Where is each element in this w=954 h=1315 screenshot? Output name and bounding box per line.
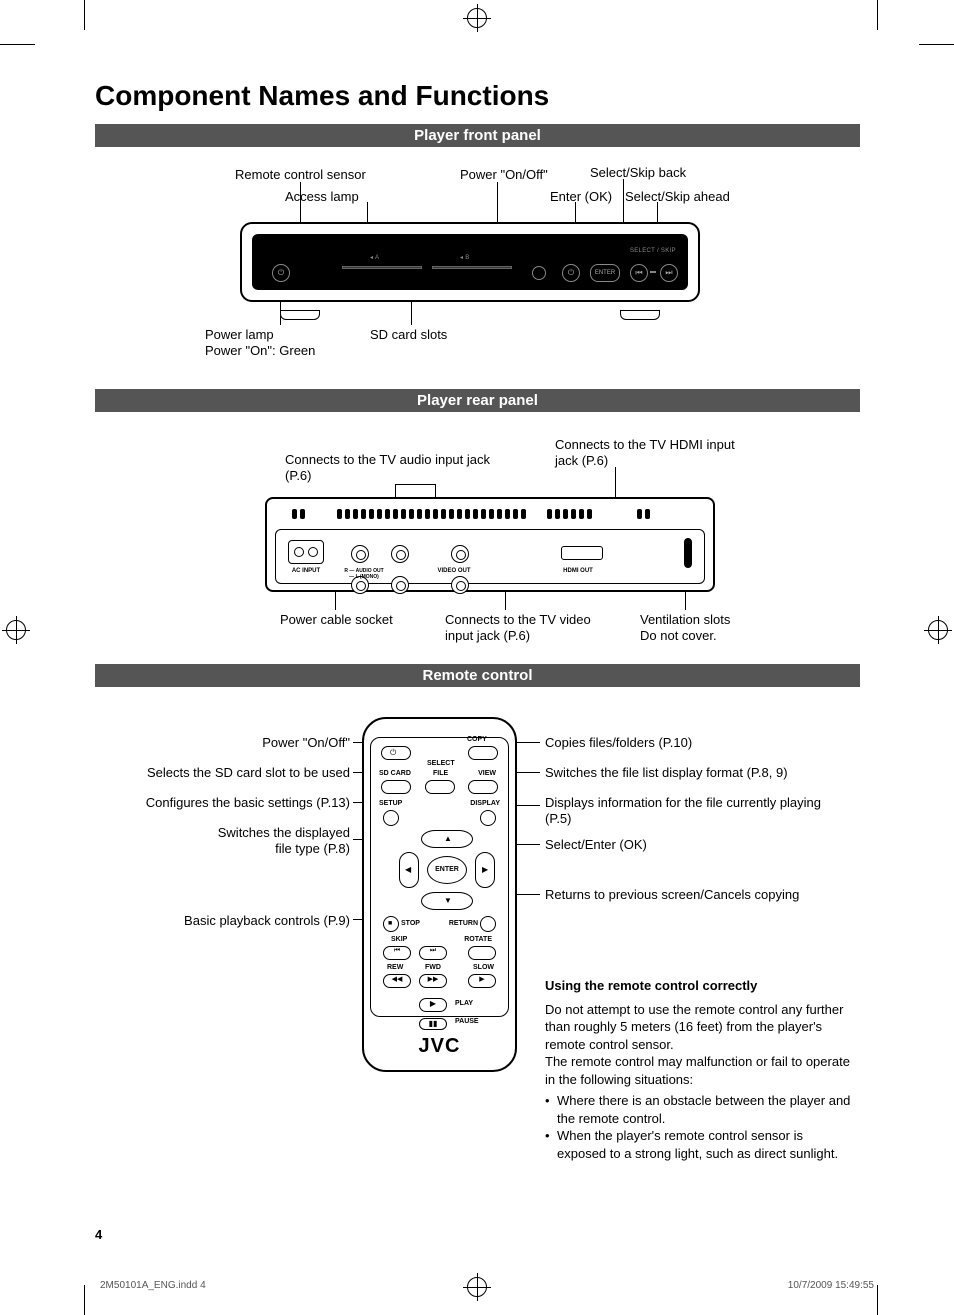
- remote-file-btn: [425, 780, 455, 794]
- remote-pause: ▮▮: [419, 1018, 447, 1030]
- label-remote-filetype: Switches the displayed file type (P.8): [100, 825, 350, 858]
- remote-sdcard-btn: [381, 780, 411, 794]
- page-title: Component Names and Functions: [95, 80, 860, 112]
- remote-fwd: ▶▶: [419, 974, 447, 988]
- registration-mark: [467, 8, 487, 28]
- remote-brand: JVC: [364, 1035, 515, 1058]
- label-audio-jack: Connects to the TV audio input jack (P.6…: [285, 452, 515, 485]
- notes-bullet-2: When the player's remote control sensor …: [545, 1127, 855, 1162]
- registration-mark: [928, 620, 948, 640]
- label-ventilation: Ventilation slots Do not cover.: [640, 612, 770, 645]
- front-power-lamp: ⏻: [272, 264, 290, 282]
- notes-p1: Do not attempt to use the remote control…: [545, 1001, 855, 1054]
- hdmi-port: [561, 546, 603, 560]
- label-remote-setup: Configures the basic settings (P.13): [100, 795, 350, 811]
- label-select-back: Select/Skip back: [590, 165, 686, 181]
- remote-enter-btn: ENTER: [427, 856, 467, 884]
- label-power-onoff: Power "On/Off": [460, 167, 548, 183]
- remote-dpad: ▲ ▼ ◀ ▶ ENTER: [399, 830, 495, 910]
- front-panel-device: ⏻ ⏻ ENTER ⏮ ⏭ SELECT / SKIP ◂ A ◂ B: [240, 222, 700, 312]
- remote-play: ▶: [419, 998, 447, 1012]
- registration-mark: [6, 620, 26, 640]
- remote-skip-fwd: ⏭: [419, 946, 447, 960]
- remote-slow: ▶: [468, 974, 496, 988]
- crop-mark: [877, 1285, 878, 1315]
- front-enter-button: ENTER: [590, 264, 620, 282]
- crop-mark: [84, 0, 85, 30]
- crop-mark: [84, 1285, 85, 1315]
- remote-copy-btn: [468, 746, 498, 760]
- notes-title: Using the remote control correctly: [545, 977, 855, 995]
- video-out-label: VIDEO OUT: [434, 568, 474, 574]
- remote-display-btn: [480, 810, 496, 826]
- notes-p2: The remote control may malfunction or fa…: [545, 1053, 855, 1088]
- crop-mark: [0, 44, 35, 45]
- remote-setup-btn: [383, 810, 399, 826]
- label-remote-return: Returns to previous screen/Cancels copyi…: [545, 887, 845, 903]
- front-panel-diagram: Remote control sensor Power "On/Off" Sel…: [95, 147, 860, 377]
- front-access-lamp: [532, 266, 546, 280]
- footer-left: 2M50101A_ENG.indd 4: [100, 1280, 206, 1291]
- section-front-title: Player front panel: [95, 124, 860, 147]
- notes-bullet-1: Where there is an obstacle between the p…: [545, 1092, 855, 1127]
- label-remote-copy: Copies files/folders (P.10): [545, 735, 845, 751]
- front-skip-ahead: ⏭: [660, 264, 678, 282]
- ac-label: AC INPUT: [286, 568, 326, 574]
- label-power-lamp: Power lamp Power "On": Green: [205, 327, 315, 360]
- label-remote-sdcard: Selects the SD card slot to be used: [100, 765, 350, 781]
- label-remote-display: Displays information for the file curren…: [545, 795, 845, 828]
- rear-panel-device: AC INPUT R — AUDIO OUT — L (MONO) VIDEO …: [265, 497, 715, 592]
- label-remote-view: Switches the file list display format (P…: [545, 765, 845, 781]
- remote-stop-btn: ■: [383, 916, 399, 932]
- label-hdmi-jack: Connects to the TV HDMI input jack (P.6): [555, 437, 735, 470]
- label-video-jack: Connects to the TV video input jack (P.6…: [445, 612, 615, 645]
- label-select-ahead: Select/Skip ahead: [625, 189, 730, 205]
- crop-mark: [877, 0, 878, 30]
- remote-power-btn: ⏻: [381, 746, 411, 760]
- ac-input-port: [288, 540, 324, 564]
- label-remote-power: Power "On/Off": [100, 735, 350, 751]
- label-remote-playback: Basic playback controls (P.9): [100, 913, 350, 929]
- remote-rotate: [468, 946, 496, 960]
- label-remote-sensor: Remote control sensor: [235, 167, 366, 183]
- front-skip-back: ⏮: [630, 264, 648, 282]
- front-power-button: ⏻: [562, 264, 580, 282]
- hdmi-label: HDMI OUT: [558, 568, 598, 574]
- section-rear-title: Player rear panel: [95, 389, 860, 412]
- remote-skip-back: ⏮: [383, 946, 411, 960]
- remote-rew: ◀◀: [383, 974, 411, 988]
- remote-control-body: ⏻ COPY SELECT SD CARD FILE VIEW SETUP DI…: [362, 717, 517, 1072]
- footer-right: 10/7/2009 15:49:55: [788, 1280, 874, 1291]
- label-power-socket: Power cable socket: [280, 612, 393, 628]
- remote-view-btn: [468, 780, 498, 794]
- remote-notes: Using the remote control correctly Do no…: [545, 977, 855, 1162]
- remote-return-btn: [480, 916, 496, 932]
- label-remote-enter: Select/Enter (OK): [545, 837, 845, 853]
- registration-mark: [467, 1277, 487, 1297]
- remote-diagram: Power "On/Off" Selects the SD card slot …: [95, 687, 860, 1217]
- crop-mark: [919, 44, 954, 45]
- page-number: 4: [95, 1227, 102, 1242]
- vent-slot: [684, 538, 692, 568]
- audio-l-port: [391, 576, 409, 594]
- label-enter-ok: Enter (OK): [550, 189, 612, 205]
- rear-panel-diagram: Connects to the TV audio input jack (P.6…: [95, 412, 860, 652]
- video-port: [451, 576, 469, 594]
- section-remote-title: Remote control: [95, 664, 860, 687]
- label-access-lamp: Access lamp: [285, 189, 359, 205]
- label-sd-slots: SD card slots: [370, 327, 447, 343]
